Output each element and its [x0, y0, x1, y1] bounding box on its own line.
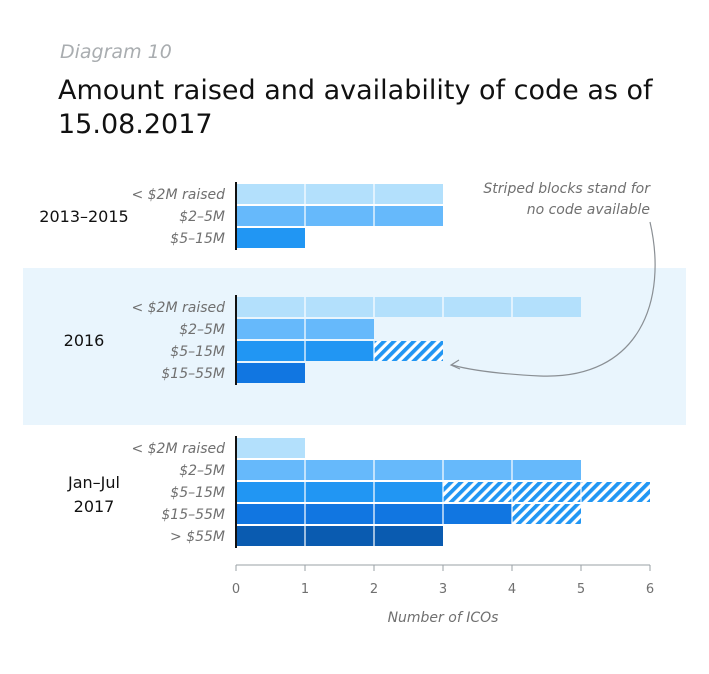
bar-code-available: [236, 482, 443, 502]
category-label: > $55M: [170, 529, 225, 545]
x-tick-label: 0: [232, 582, 240, 597]
category-label: $2–5M: [179, 322, 225, 338]
chart-title: Amount raised and availability of code a…: [58, 75, 653, 140]
bar-code-available: [236, 206, 443, 226]
group-label: Jan–Jul: [67, 473, 120, 492]
bar-code-available: [236, 297, 581, 317]
legend-note-arrow: [451, 221, 656, 377]
category-label: $5–15M: [170, 231, 225, 247]
x-tick-label: 5: [577, 582, 585, 597]
category-label: < $2M raised: [131, 187, 225, 203]
bar-code-available: [236, 363, 305, 383]
legend-note-line-2: no code available: [527, 202, 650, 218]
category-label: $5–15M: [170, 485, 225, 501]
x-tick-label: 3: [439, 582, 447, 597]
category-label: < $2M raised: [131, 300, 225, 316]
legend-note-line-1: Striped blocks stand for: [483, 181, 651, 197]
group-label: 2013–2015: [39, 207, 128, 226]
bar-no-code-available: [374, 341, 443, 361]
x-tick-label: 2: [370, 582, 378, 597]
diagram-label: Diagram 10: [60, 41, 172, 63]
bar-code-available: [236, 526, 443, 546]
bar-code-available: [236, 228, 305, 248]
bar-no-code-available: [443, 482, 650, 502]
category-label: $15–55M: [161, 366, 225, 382]
x-tick-label: 1: [301, 582, 309, 597]
category-label: $2–5M: [179, 209, 225, 225]
group-label: 2016: [64, 331, 105, 350]
bar-code-available: [236, 438, 305, 458]
bar-no-code-available: [512, 504, 581, 524]
bar-code-available: [236, 184, 443, 204]
x-tick-label: 6: [646, 582, 654, 597]
category-label: < $2M raised: [131, 441, 225, 457]
legend-note-arrowhead: [449, 359, 461, 370]
category-label: $15–55M: [161, 507, 225, 523]
x-tick-label: 4: [508, 582, 516, 597]
category-label: $5–15M: [170, 344, 225, 360]
category-label: $2–5M: [179, 463, 225, 479]
x-axis-title: Number of ICOs: [388, 610, 499, 626]
bar-code-available: [236, 460, 581, 480]
group-label: 2017: [74, 497, 115, 516]
